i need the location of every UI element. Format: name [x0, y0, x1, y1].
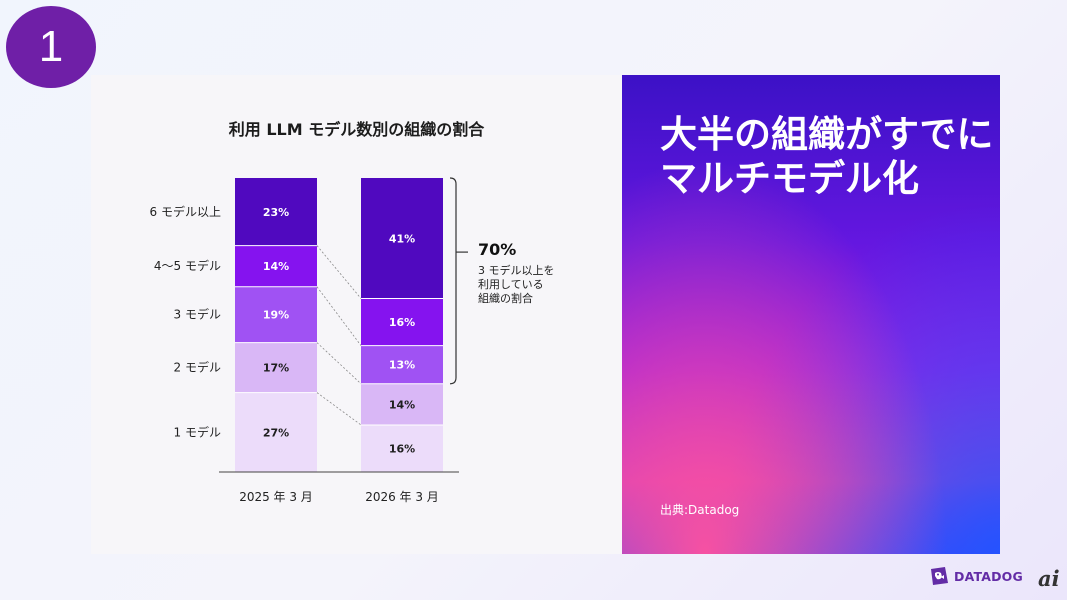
stacked-bar-chart: 27% 17% 19% 14% 23% 16% 14% 13% 16% 41% 1 モデル 2 モデル…	[150, 177, 555, 504]
chart-title: 利用 LLM モデル数別の組織の割合	[228, 120, 485, 139]
data-label: 14%	[389, 398, 415, 411]
data-label: 41%	[389, 232, 415, 245]
data-label: 27%	[263, 426, 289, 439]
row-label: 6 モデル以上	[150, 204, 221, 219]
logo-text: DATADOG	[954, 568, 1023, 584]
connector-line	[316, 245, 362, 299]
data-label: 14%	[263, 260, 289, 273]
data-label: 23%	[263, 206, 289, 219]
bar-segment	[235, 245, 317, 287]
chart-card: 利用 LLM モデル数別の組織の割合 27% 17% 19% 14% 23% 16% 14%…	[91, 75, 622, 554]
bar-segment	[235, 392, 317, 472]
data-label: 16%	[389, 442, 415, 455]
data-label: 17%	[263, 362, 289, 375]
slide-number-badge: 1	[6, 6, 96, 88]
annotation-text: 利用している	[478, 278, 544, 291]
bar-segment	[361, 383, 443, 425]
datadog-dog-icon	[931, 567, 948, 585]
bracket	[449, 177, 457, 385]
x-tick-label: 2026 年 3 月	[365, 490, 439, 504]
data-label: 16%	[389, 316, 415, 329]
row-label: 4〜5 モデル	[154, 258, 221, 273]
bar-segment	[361, 345, 443, 384]
connector-line	[316, 342, 362, 385]
ai-mark: ai	[1038, 566, 1060, 591]
headline-panel: 大半の組織がすでに マルチモデル化 出典:Datadog	[622, 75, 1000, 554]
bar-segment	[235, 178, 317, 246]
annotation-value: 70%	[478, 240, 516, 259]
data-label: 19%	[263, 309, 289, 322]
annotation-text: 3 モデル以上を	[478, 263, 555, 277]
row-label: 1 モデル	[174, 424, 221, 439]
row-label: 2 モデル	[174, 360, 221, 375]
connector-line	[316, 286, 362, 346]
x-tick-label: 2025 年 3 月	[239, 490, 313, 504]
annotation-text: 組織の割合	[478, 291, 533, 305]
datadog-logo: DATADOG	[928, 565, 1023, 587]
bar-segment	[361, 424, 443, 472]
slide-number: 1	[38, 22, 64, 71]
connector-line	[316, 392, 362, 426]
data-label: 13%	[389, 359, 415, 372]
bar-segment	[235, 342, 317, 393]
source-credit: 出典:Datadog	[660, 503, 740, 517]
bar-segment	[361, 298, 443, 346]
panel-heading: 大半の組織がすでに マルチモデル化	[660, 113, 994, 201]
bar-segment	[235, 286, 317, 343]
panel-heading-line-1: 大半の組織がすでに	[660, 113, 994, 156]
bar-segment	[361, 178, 443, 299]
row-label: 3 モデル	[174, 307, 221, 322]
panel-heading-line-2: マルチモデル化	[660, 157, 919, 200]
